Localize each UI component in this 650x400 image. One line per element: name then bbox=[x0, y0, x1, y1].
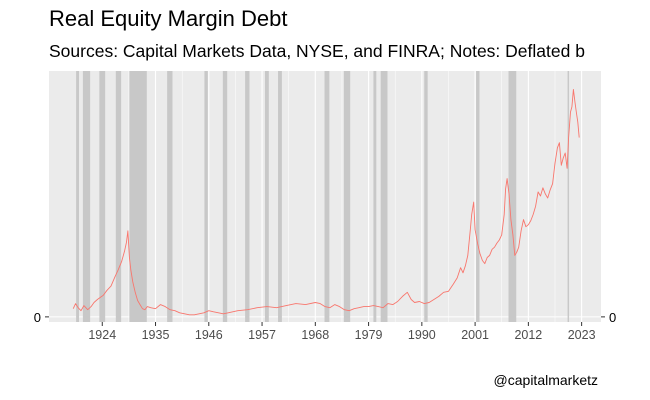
recession-band bbox=[222, 71, 228, 322]
axes: 1924 1935 1946 1957 1968 1979 1990 2001 2012 2023… bbox=[34, 310, 616, 342]
x-tick-label: 1968 bbox=[301, 328, 329, 342]
chart-subtitle: Sources: Capital Markets Data, NYSE, and… bbox=[49, 41, 585, 61]
x-tick-label: 2012 bbox=[514, 328, 542, 342]
recession-band bbox=[204, 71, 208, 322]
x-tick-label: 2023 bbox=[568, 328, 596, 342]
y-tick-label-right: 0 bbox=[609, 310, 616, 325]
series-line bbox=[72, 88, 580, 316]
x-tick-label: 1979 bbox=[355, 328, 383, 342]
x-tick-label: 1946 bbox=[195, 328, 223, 342]
recession-band bbox=[115, 71, 122, 322]
recession-band bbox=[476, 71, 480, 322]
recession-band bbox=[324, 71, 330, 322]
recession-band bbox=[82, 71, 91, 322]
x-tick-label: 1957 bbox=[248, 328, 276, 342]
recession-band bbox=[99, 71, 106, 322]
x-tick-label: 1935 bbox=[142, 328, 170, 342]
recession-band bbox=[373, 71, 377, 322]
recession-band bbox=[567, 71, 570, 322]
recession-band bbox=[508, 71, 517, 322]
recession-band bbox=[129, 71, 147, 322]
y-tick-label-left: 0 bbox=[34, 310, 41, 325]
recession-band bbox=[167, 71, 173, 322]
x-tick-label: 2001 bbox=[461, 328, 489, 342]
recession-band bbox=[245, 71, 250, 322]
chart-caption: @capitalmarketz bbox=[493, 372, 598, 388]
recession-band bbox=[380, 71, 388, 322]
recession-band bbox=[343, 71, 351, 322]
recession-band bbox=[424, 71, 428, 322]
recession-band bbox=[264, 71, 269, 322]
x-tick-label: 1924 bbox=[88, 328, 116, 342]
chart-title: Real Equity Margin Debt bbox=[49, 6, 288, 31]
series-layer bbox=[72, 88, 580, 316]
recession-band bbox=[278, 71, 282, 322]
x-tick-label: 1990 bbox=[408, 328, 436, 342]
recession-band bbox=[76, 71, 80, 322]
recession-bands bbox=[76, 71, 570, 322]
